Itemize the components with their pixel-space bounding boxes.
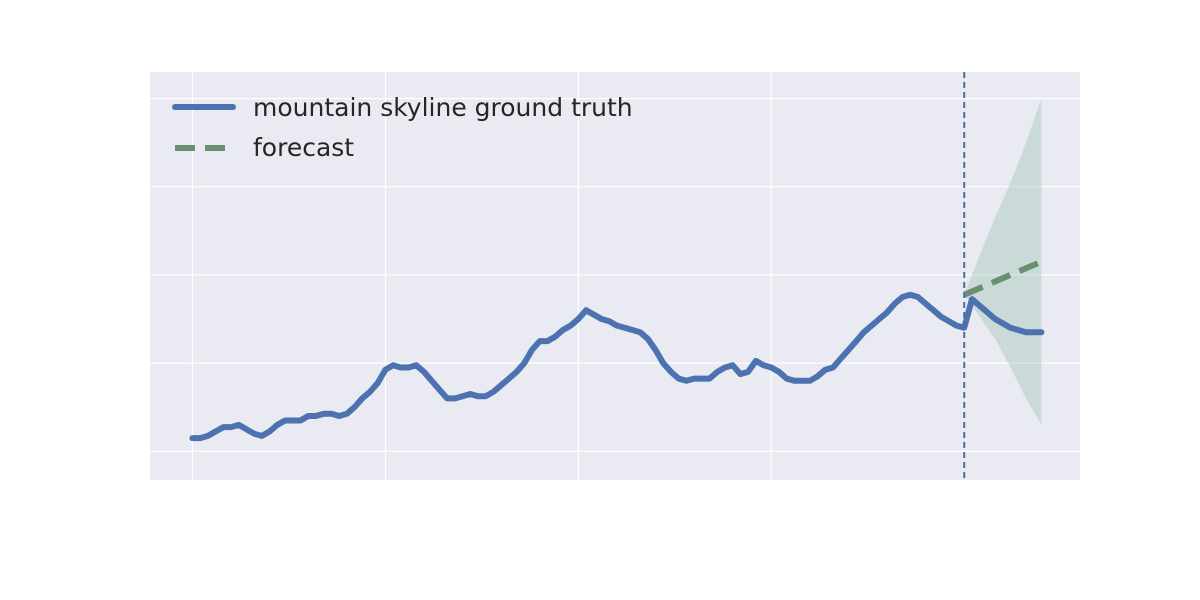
confidence-band-group <box>964 98 1042 425</box>
series-line-forecast <box>963 258 1043 298</box>
legend-label-forecast: forecast <box>253 133 354 162</box>
series-line-ground-truth <box>189 291 1045 442</box>
plot-background <box>150 72 1080 480</box>
grid-lines <box>150 72 1080 480</box>
confidence-band <box>964 98 1042 425</box>
series-lines <box>189 258 1045 442</box>
legend-label-ground-truth: mountain skyline ground truth <box>253 93 633 122</box>
legend: mountain skyline ground truth forecast <box>172 93 633 162</box>
